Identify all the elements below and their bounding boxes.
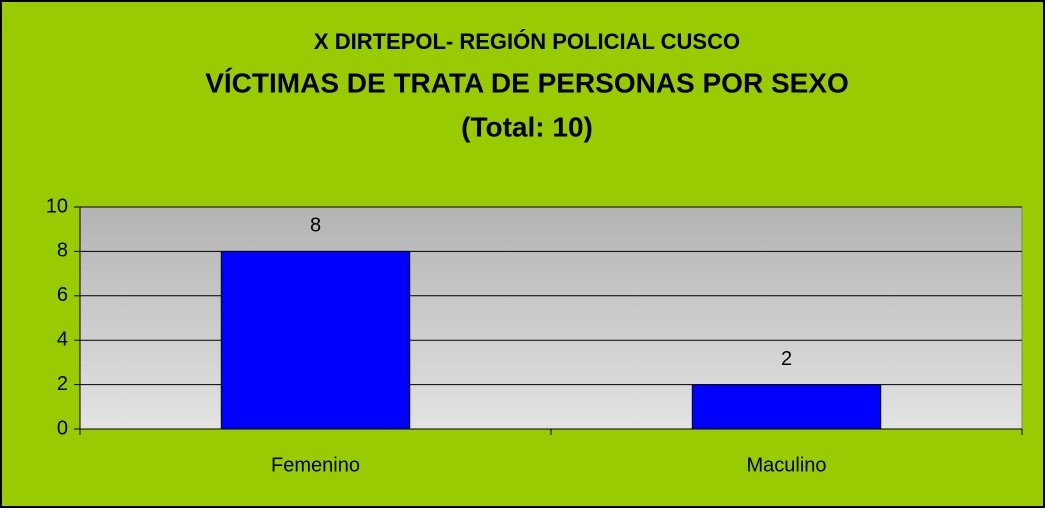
bar (691, 384, 882, 430)
data-label: 8 (310, 215, 321, 237)
chart-title: VÍCTIMAS DE TRATA DE PERSONAS POR SEXO (205, 67, 849, 98)
y-tick-label: 6 (57, 284, 68, 306)
y-tick-label: 8 (57, 240, 68, 262)
x-tick-label: Maculino (746, 454, 826, 476)
data-label: 2 (781, 348, 792, 370)
y-tick-label: 2 (57, 373, 68, 395)
chart-title: (Total: 10) (461, 111, 593, 142)
y-tick-label: 10 (46, 195, 68, 217)
chart-title: X DIRTEPOL- REGIÓN POLICIAL CUSCO (314, 29, 740, 54)
y-tick-label: 0 (57, 417, 68, 439)
x-tick-label: Femenino (271, 454, 360, 476)
y-tick-label: 4 (57, 328, 68, 350)
bar (220, 250, 411, 430)
